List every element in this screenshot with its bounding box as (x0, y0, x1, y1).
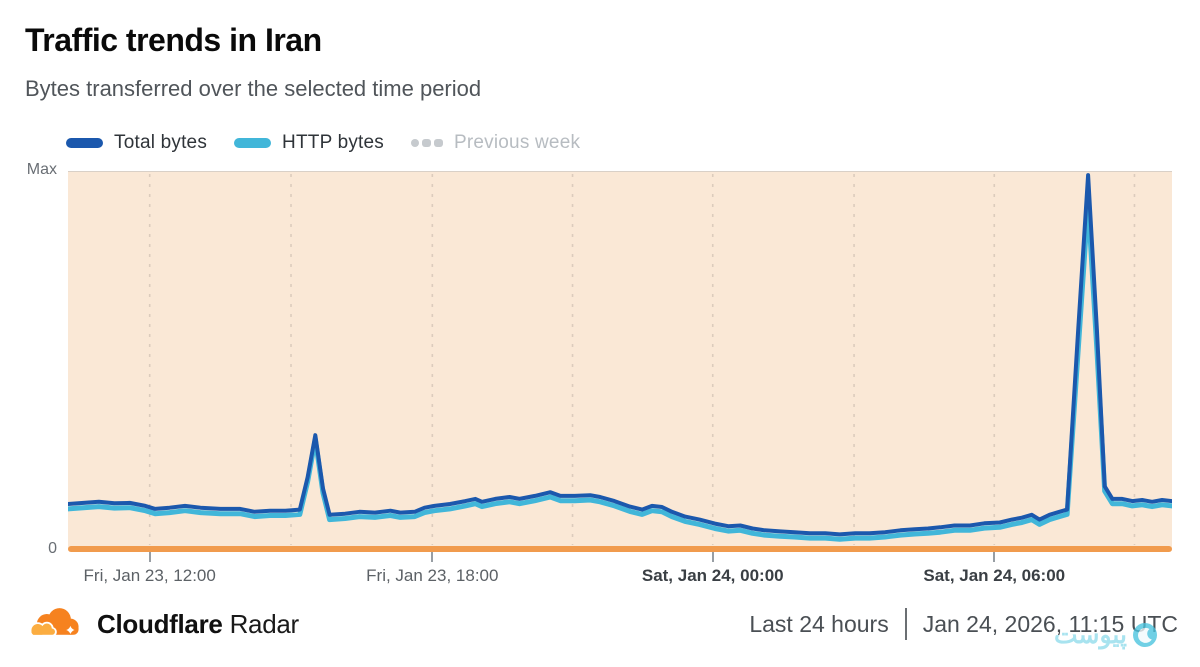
x-axis-label: Fri, Jan 23, 18:00 (366, 566, 499, 585)
brand-radar: Radar (229, 608, 300, 639)
x-tick-mark (711, 552, 714, 562)
dash-icon (411, 139, 419, 147)
zero-baseline (68, 546, 1172, 552)
divider (904, 608, 907, 640)
brand-text: Cloudflare Radar (97, 609, 299, 640)
chart-legend: Total bytes HTTP bytes Previous week (66, 132, 580, 154)
dash-icon (422, 139, 431, 147)
cloudflare-radar-brand[interactable]: Cloudflare Radar (26, 602, 299, 646)
series-line-total-bytes (68, 173, 1172, 537)
x-tick-mark (993, 552, 996, 562)
legend-item-previous-week[interactable]: Previous week (411, 132, 580, 154)
time-range-bar: Last 24 hours Jan 24, 2026, 11:15 UTC (749, 608, 1178, 640)
x-axis: Fri, Jan 23, 12:00 Fri, Jan 23, 18:00 Sat,… (0, 551, 1200, 599)
x-axis-label: Sat, Jan 24, 06:00 (923, 566, 1066, 585)
traffic-chart-plot-area[interactable] (68, 171, 1172, 552)
traffic-chart-svg (68, 173, 1172, 552)
legend-label-http-bytes: HTTP bytes (282, 132, 384, 153)
brand-cloudflare: Cloudflare (97, 608, 223, 639)
cloudflare-logo-icon (26, 608, 84, 644)
y-axis-zero-label: 0 (48, 540, 57, 557)
x-tick-mark (431, 552, 434, 562)
x-tick-mark (148, 552, 151, 562)
time-range-label[interactable]: Last 24 hours (749, 610, 889, 637)
legend-item-total-bytes[interactable]: Total bytes (66, 132, 207, 154)
x-axis-label: Sat, Jan 24, 00:00 (641, 566, 784, 585)
previous-week-dashed-swatch (411, 139, 443, 147)
timestamp-label: Jan 24, 2026, 11:15 UTC (922, 610, 1178, 637)
x-axis-label: Fri, Jan 23, 12:00 (83, 566, 216, 585)
page-title: Traffic trends in Iran (25, 22, 322, 58)
legend-label-total-bytes: Total bytes (114, 132, 208, 153)
dash-icon (434, 139, 443, 147)
page-subtitle: Bytes transferred over the selected time… (25, 76, 482, 101)
series-line-http-bytes (68, 200, 1172, 542)
legend-label-previous-week: Previous week (454, 132, 581, 153)
legend-item-http-bytes[interactable]: HTTP bytes (234, 132, 384, 154)
http-bytes-swatch (234, 138, 272, 148)
y-axis-max-label: Max (26, 161, 57, 178)
total-bytes-swatch (66, 138, 103, 148)
